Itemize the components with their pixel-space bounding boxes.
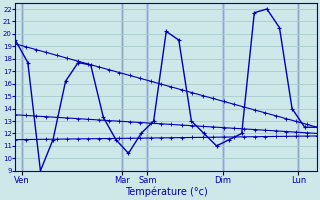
X-axis label: Température (°c): Température (°c) — [125, 187, 208, 197]
